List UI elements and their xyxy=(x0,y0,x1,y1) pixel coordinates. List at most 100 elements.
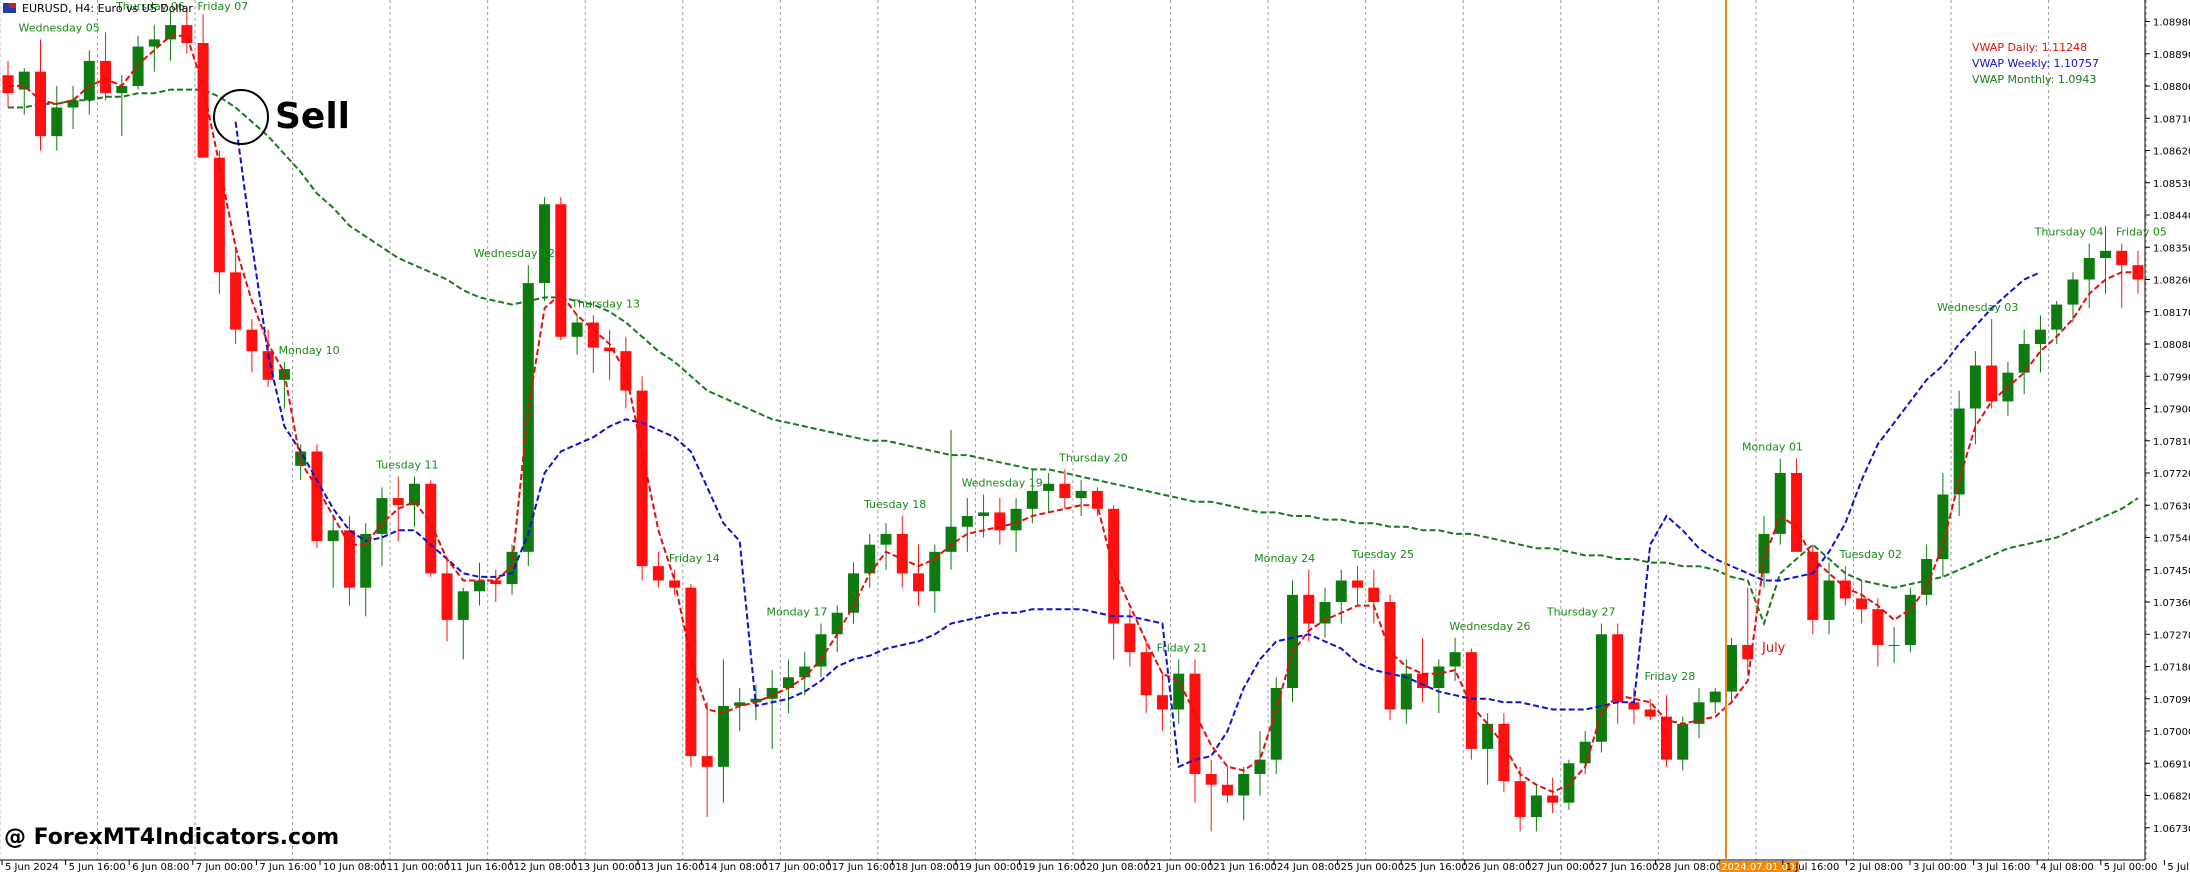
price-tick-label: 1.07900 xyxy=(2153,405,2190,416)
time-tick-label: 5 Jul 00:00 xyxy=(2104,862,2158,872)
candle-bull xyxy=(1921,559,1933,595)
time-tick-label: 27 Jun 16:00 xyxy=(1595,862,1659,872)
time-tick-label: 18 Jun 08:00 xyxy=(895,862,959,872)
candle-bull xyxy=(457,591,469,620)
time-tick-label: 1 Jul 16:00 xyxy=(1786,862,1840,872)
time-tick-label: 7 Jun 16:00 xyxy=(259,862,316,872)
candle-bull xyxy=(327,530,339,542)
candle-bear xyxy=(1742,645,1754,660)
price-tick-label: 1.07720 xyxy=(2153,469,2190,480)
price-tick-label: 1.08350 xyxy=(2153,243,2190,254)
candle-bear xyxy=(1791,473,1803,552)
price-tick-label: 1.06730 xyxy=(2153,824,2190,835)
candle-bull xyxy=(1010,508,1022,531)
candle-bear xyxy=(1644,709,1656,717)
candle-bull xyxy=(83,60,95,101)
time-tick-label: 7 Jun 00:00 xyxy=(196,862,253,872)
time-tick-label: 12 Jun 08:00 xyxy=(514,862,578,872)
price-tick-label: 1.08800 xyxy=(2153,82,2190,93)
candles xyxy=(2,7,2144,832)
candle-bull xyxy=(1774,473,1786,534)
price-tick-label: 1.08710 xyxy=(2153,114,2190,125)
price-tick-label: 1.08080 xyxy=(2153,340,2190,351)
price-tick-label: 1.07090 xyxy=(2153,695,2190,706)
candle-bull xyxy=(1335,580,1347,602)
candle-bear xyxy=(587,322,599,348)
time-tick-label: 25 Jun 00:00 xyxy=(1341,862,1405,872)
time-tick-label: 21 Jun 16:00 xyxy=(1213,862,1277,872)
candle-bull xyxy=(1937,494,1949,559)
day-label: Thursday 13 xyxy=(570,297,640,310)
candle-bull xyxy=(1075,490,1087,499)
candle-bull xyxy=(1693,702,1705,724)
time-tick-label: 3 Jul 16:00 xyxy=(1977,862,2031,872)
candle-bear xyxy=(1612,634,1624,703)
time-tick-label: 2 Jul 08:00 xyxy=(1849,862,1903,872)
price-tick-label: 1.07360 xyxy=(2153,598,2190,609)
candle-bull xyxy=(847,573,859,613)
time-tick-label-highlight: 2024.07.01 00:00 xyxy=(1721,862,1810,872)
candle-bear xyxy=(1124,623,1136,653)
candle-bull xyxy=(18,71,30,90)
day-label: Wednesday 26 xyxy=(1449,620,1530,633)
price-tick-label: 1.07630 xyxy=(2153,501,2190,512)
candle-bear xyxy=(181,25,193,43)
candle-bull xyxy=(978,512,990,516)
time-tick-label: 13 Jun 00:00 xyxy=(577,862,641,872)
time-tick-label: 6 Jun 08:00 xyxy=(132,862,189,872)
price-tick-label: 1.08170 xyxy=(2153,308,2190,319)
flag-stripe xyxy=(9,3,16,8)
candle-bear xyxy=(555,204,567,337)
candle-bear xyxy=(1189,673,1201,774)
candle-bear xyxy=(620,351,632,391)
day-label: Wednesday 19 xyxy=(962,477,1043,490)
candle-bear xyxy=(441,573,453,620)
candle-bear xyxy=(1384,602,1396,710)
candle-bull xyxy=(2083,258,2095,280)
candle-bull xyxy=(799,666,811,678)
candle-bull xyxy=(766,688,778,699)
candle-bull xyxy=(1254,759,1266,774)
day-label: Tuesday 02 xyxy=(1839,548,1902,561)
candle-bull xyxy=(1433,666,1445,688)
candle-bear xyxy=(913,573,925,592)
price-tick-label: 1.06820 xyxy=(2153,792,2190,803)
time-tick-label: 4 Jul 08:00 xyxy=(2040,862,2094,872)
candle-bull xyxy=(864,544,876,574)
candle-bear xyxy=(1660,716,1672,760)
candle-bull xyxy=(1043,483,1055,491)
price-axis[interactable]: 1.090701.089801.088901.088001.087101.086… xyxy=(2145,0,2190,835)
candle-bull xyxy=(571,322,583,337)
candle-bull xyxy=(1969,365,1981,409)
candle-bull xyxy=(522,283,534,552)
day-label: Monday 10 xyxy=(279,344,340,357)
candle-bear xyxy=(2116,250,2128,266)
candle-bull xyxy=(1595,634,1607,742)
candle-bull xyxy=(2099,250,2111,258)
candle-bull xyxy=(2051,304,2063,330)
candle-bull xyxy=(831,612,843,635)
candle-bear xyxy=(1352,580,1364,588)
candle-bear xyxy=(343,530,355,588)
candle-bull xyxy=(165,25,177,40)
candle-bear xyxy=(1059,483,1071,499)
candle-bear xyxy=(1221,784,1233,796)
day-label: Wednesday 03 xyxy=(1937,301,2018,314)
candle-bull xyxy=(880,533,892,545)
candle-bull xyxy=(1563,763,1575,803)
candle-bear xyxy=(1465,652,1477,749)
candle-bull xyxy=(1726,645,1738,692)
time-tick-label: 17 Jun 00:00 xyxy=(768,862,832,872)
time-axis[interactable]: 5 Jun 2024 5 Jun 16:00 6 Jun 08:00 7 Jun 00… xyxy=(1,860,2190,872)
candle-bull xyxy=(295,451,307,466)
day-label: Friday 07 xyxy=(197,0,248,13)
price-tick-label: 1.08440 xyxy=(2153,211,2190,222)
time-tick-label: 5 Jun 2024 xyxy=(5,862,59,872)
day-label: Thursday 20 xyxy=(1058,451,1128,464)
candle-bear xyxy=(896,533,908,574)
price-tick-label: 1.08890 xyxy=(2153,50,2190,61)
candle-bull xyxy=(148,39,160,47)
candle-bear xyxy=(230,272,242,330)
candle-bull xyxy=(1530,795,1542,817)
